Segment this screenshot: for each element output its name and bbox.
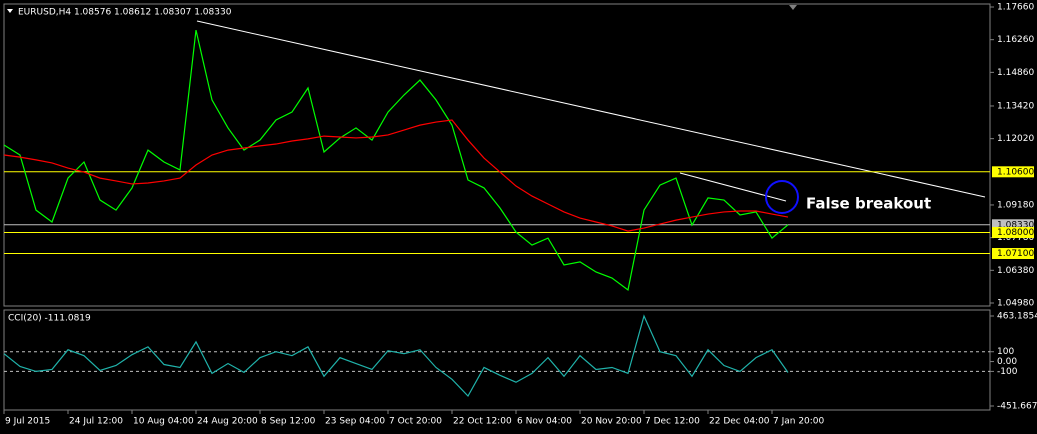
y-tick-label: 100 <box>997 347 1014 357</box>
level-label: 1.08330 <box>997 220 1034 230</box>
y-tick-label: 1.12020 <box>997 134 1034 144</box>
level-box <box>992 219 1034 231</box>
x-tick-label: 22 Dec 04:00 <box>709 417 770 427</box>
x-tick-label: 22 Oct 12:00 <box>453 417 512 427</box>
level-label: 1.10600 <box>997 167 1034 177</box>
y-tick-label: -100 <box>997 367 1018 377</box>
chart-title: EURUSD,H4 1.08576 1.08612 1.08307 1.0833… <box>18 8 232 18</box>
level-box <box>992 166 1034 178</box>
x-tick-label: 9 Jul 2015 <box>5 417 50 427</box>
x-tick-label: 6 Nov 04:00 <box>517 417 572 427</box>
series-line <box>3 29 789 291</box>
x-tick-label: 7 Oct 20:00 <box>389 417 442 427</box>
y-tick-label: 1.13420 <box>997 101 1034 111</box>
y-tick-label: 1.16260 <box>997 35 1034 45</box>
y-tick-label: 1.06380 <box>997 266 1034 276</box>
x-tick-label: 20 Nov 20:00 <box>581 417 642 427</box>
y-tick-label: 1.14860 <box>997 68 1034 78</box>
x-tick-label: 23 Sep 04:00 <box>325 417 385 427</box>
y-tick-label: 1.07780 <box>997 233 1034 243</box>
breakout-circle <box>765 180 799 214</box>
y-tick-label: 463.1854 <box>997 312 1037 322</box>
series-line <box>3 119 789 232</box>
x-tick-label: 10 Aug 04:00 <box>133 417 194 427</box>
y-tick-label: 1.04980 <box>997 299 1034 309</box>
x-tick-label: 8 Sep 12:00 <box>261 417 316 427</box>
y-tick-label: 1.09180 <box>997 200 1034 210</box>
x-tick-label: 24 Jul 12:00 <box>69 417 123 427</box>
x-tick-label: 7 Dec 12:00 <box>645 417 700 427</box>
cci-pane <box>3 309 991 411</box>
trend-line <box>679 172 787 202</box>
menu-arrow <box>7 9 13 13</box>
x-tick-label: 7 Jan 20:00 <box>773 417 825 427</box>
trend-line <box>196 20 986 198</box>
level-label: 1.08000 <box>997 228 1034 238</box>
y-tick-label: 0.00 <box>997 357 1017 367</box>
indicator-title: CCI(20) -111.0819 <box>8 314 91 324</box>
series-line <box>3 314 789 397</box>
level-box <box>992 248 1034 260</box>
y-tick-label: -451.6679 <box>997 402 1037 412</box>
shift-marker <box>789 5 797 10</box>
level-box <box>992 227 1034 239</box>
x-tick-label: 24 Aug 20:00 <box>197 417 258 427</box>
level-label: 1.07100 <box>997 249 1034 259</box>
y-tick-label: 1.17660 <box>997 3 1034 13</box>
annotation: False breakout <box>806 195 931 213</box>
